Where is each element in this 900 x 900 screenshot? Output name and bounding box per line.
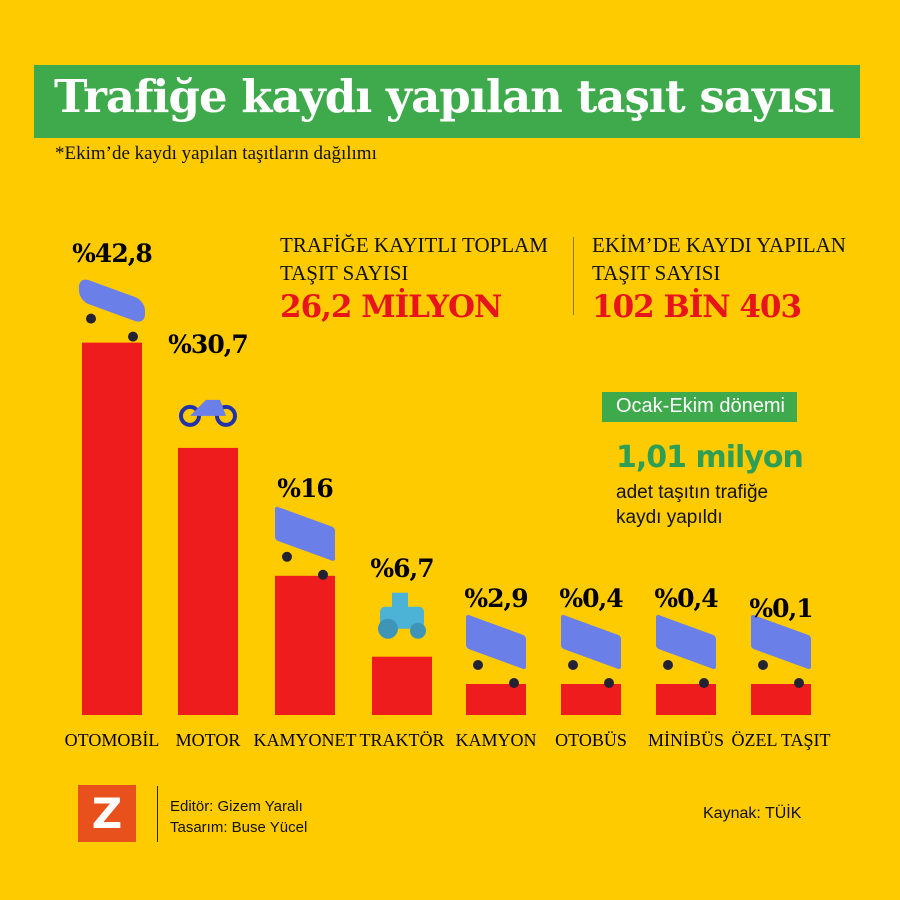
period-value: 1,01 milyon xyxy=(616,440,804,475)
stat-label: TRAFİĞE KAYITLI TOPLAM xyxy=(280,233,548,257)
category-label: OTOBÜS xyxy=(555,730,627,750)
period-tag: Ocak-Ekim dönemi xyxy=(602,392,797,422)
design-credit: Tasarım: Buse Yücel xyxy=(170,819,308,836)
category-label: MOTOR xyxy=(176,730,241,750)
value-label: %42,8 xyxy=(72,239,152,268)
bar xyxy=(275,575,335,715)
period-desc-line: adet taşıtın trafiğe xyxy=(616,482,769,503)
value-label: %6,7 xyxy=(370,554,433,583)
bar xyxy=(466,684,526,715)
tractor-icon xyxy=(378,592,426,639)
bar xyxy=(82,342,142,715)
bar xyxy=(372,656,432,715)
value-label: %0,4 xyxy=(654,584,718,613)
category-label: KAMYON xyxy=(456,730,537,750)
period-description: adet taşıtın trafiğe kaydı yapıldı xyxy=(616,480,846,530)
page-title: Trafiğe kaydı yapılan taşıt sayısı xyxy=(54,70,834,123)
subtitle: *Ekim’de kaydı yapılan taşıtların dağılı… xyxy=(55,143,377,164)
category-label: MİNİBÜS xyxy=(648,730,724,750)
value-label: %2,9 xyxy=(464,584,527,613)
bar xyxy=(751,684,811,715)
special-vehicle-icon xyxy=(751,614,811,688)
value-label: %16 xyxy=(277,474,333,503)
bar xyxy=(561,684,621,715)
stat-label: TAŞIT SAYISI xyxy=(280,261,409,285)
title-bar xyxy=(34,65,860,138)
value-label: %0,4 xyxy=(559,584,623,613)
car-icon xyxy=(79,279,145,342)
editor-credit: Editör: Gizem Yaralı xyxy=(170,798,303,815)
divider xyxy=(573,237,574,315)
minibus-icon xyxy=(656,614,716,688)
value-label: %30,7 xyxy=(168,330,248,359)
stat-october: EKİM’DE KAYDI YAPILAN TAŞIT SAYISI 102 B… xyxy=(592,231,846,325)
bar xyxy=(178,447,238,715)
logo: Z xyxy=(78,785,136,842)
stat-value: 26,2 MİLYON xyxy=(280,289,502,325)
stat-value: 102 BİN 403 xyxy=(592,289,802,325)
value-label: %0,1 xyxy=(749,594,812,623)
stat-label: EKİM’DE KAYDI YAPILAN xyxy=(592,233,846,257)
stat-label: TAŞIT SAYISI xyxy=(592,261,721,285)
source: Kaynak: TÜİK xyxy=(703,805,802,822)
category-label: TRAKTÖR xyxy=(360,730,445,750)
bus-icon xyxy=(561,614,621,688)
period-desc-line: kaydı yapıldı xyxy=(616,507,723,528)
credits: Editör: Gizem Yaralı Tasarım: Buse Yücel xyxy=(170,796,307,838)
stat-total: TRAFİĞE KAYITLI TOPLAM TAŞIT SAYISI 26,2… xyxy=(280,231,548,325)
motorcycle-icon xyxy=(179,399,237,427)
category-label: ÖZEL TAŞIT xyxy=(731,730,830,750)
category-label: OTOMOBİL xyxy=(65,730,160,750)
category-label: KAMYONET xyxy=(254,730,357,750)
pickup-truck-icon xyxy=(275,506,335,580)
truck-icon xyxy=(466,614,526,688)
footer-divider xyxy=(157,786,158,842)
bar xyxy=(656,684,716,715)
